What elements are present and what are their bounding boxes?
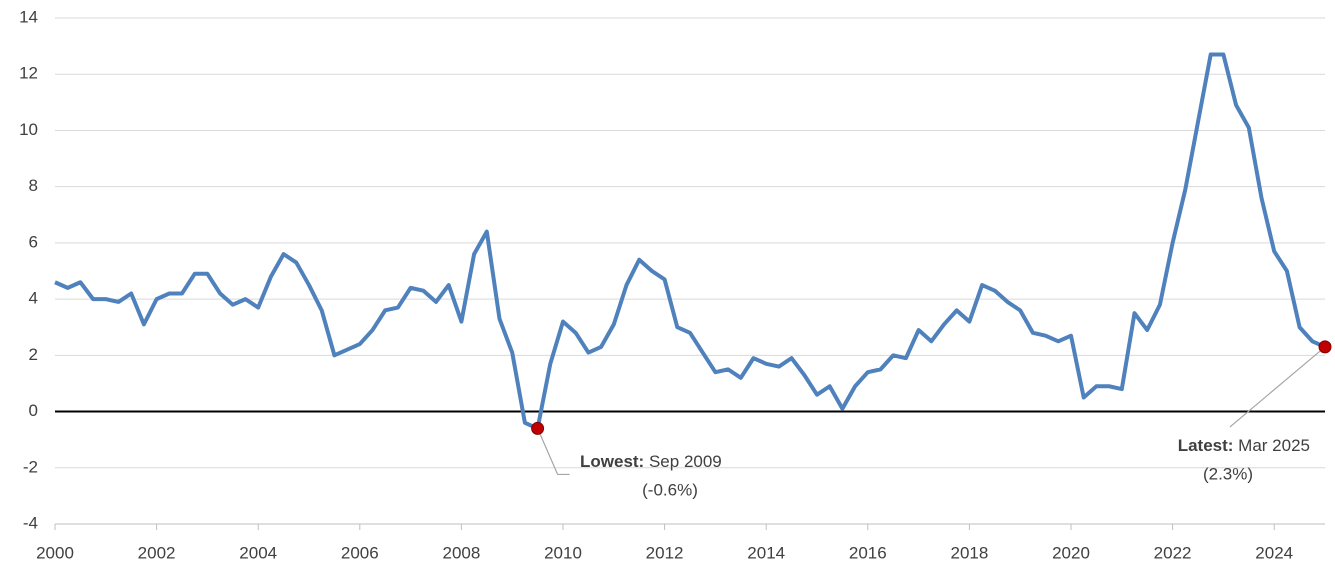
annotation: Lowest: Sep 2009 (580, 452, 722, 471)
x-tick-label: 2020 (1052, 543, 1090, 562)
x-tick-label: 2008 (442, 543, 480, 562)
y-tick-label: 10 (19, 120, 38, 139)
annotation-value: (-0.6%) (642, 480, 698, 499)
x-tick-label: 2012 (646, 543, 684, 562)
annotation-label: Lowest: (580, 452, 644, 471)
y-tick-label: 6 (29, 232, 38, 251)
y-tick-label: 0 (29, 401, 38, 420)
x-tick-label: 2018 (950, 543, 988, 562)
x-tick-label: 2022 (1154, 543, 1192, 562)
x-tick-label: 2016 (849, 543, 887, 562)
leader-line (537, 428, 570, 476)
annotation-text: Sep 2009 (649, 452, 722, 471)
y-tick-label: 14 (19, 7, 38, 26)
x-tick-label: 2006 (341, 543, 379, 562)
annotation-value: (2.3%) (1203, 464, 1253, 483)
x-tick-label: 2024 (1255, 543, 1293, 562)
y-tick-label: 4 (29, 289, 38, 308)
y-tick-label: 2 (29, 345, 38, 364)
y-tick-label: -2 (23, 457, 38, 476)
y-tick-label: -4 (23, 513, 38, 532)
data-line (54, 52, 1326, 431)
annotation: Latest: Mar 2025 (1178, 436, 1310, 455)
x-tick-label: 2014 (747, 543, 785, 562)
y-tick-label: 8 (29, 176, 38, 195)
highlight-point (1318, 340, 1332, 354)
x-tick-label: 2002 (138, 543, 176, 562)
x-tick-label: 2000 (36, 543, 74, 562)
highlight-point (531, 421, 545, 435)
leader-line (1229, 346, 1326, 428)
annotation-text: Mar 2025 (1238, 436, 1310, 455)
annotation-label: Latest: (1178, 436, 1234, 455)
x-tick-label: 2004 (239, 543, 277, 562)
x-tick-label: 2010 (544, 543, 582, 562)
y-tick-label: 12 (19, 64, 38, 83)
